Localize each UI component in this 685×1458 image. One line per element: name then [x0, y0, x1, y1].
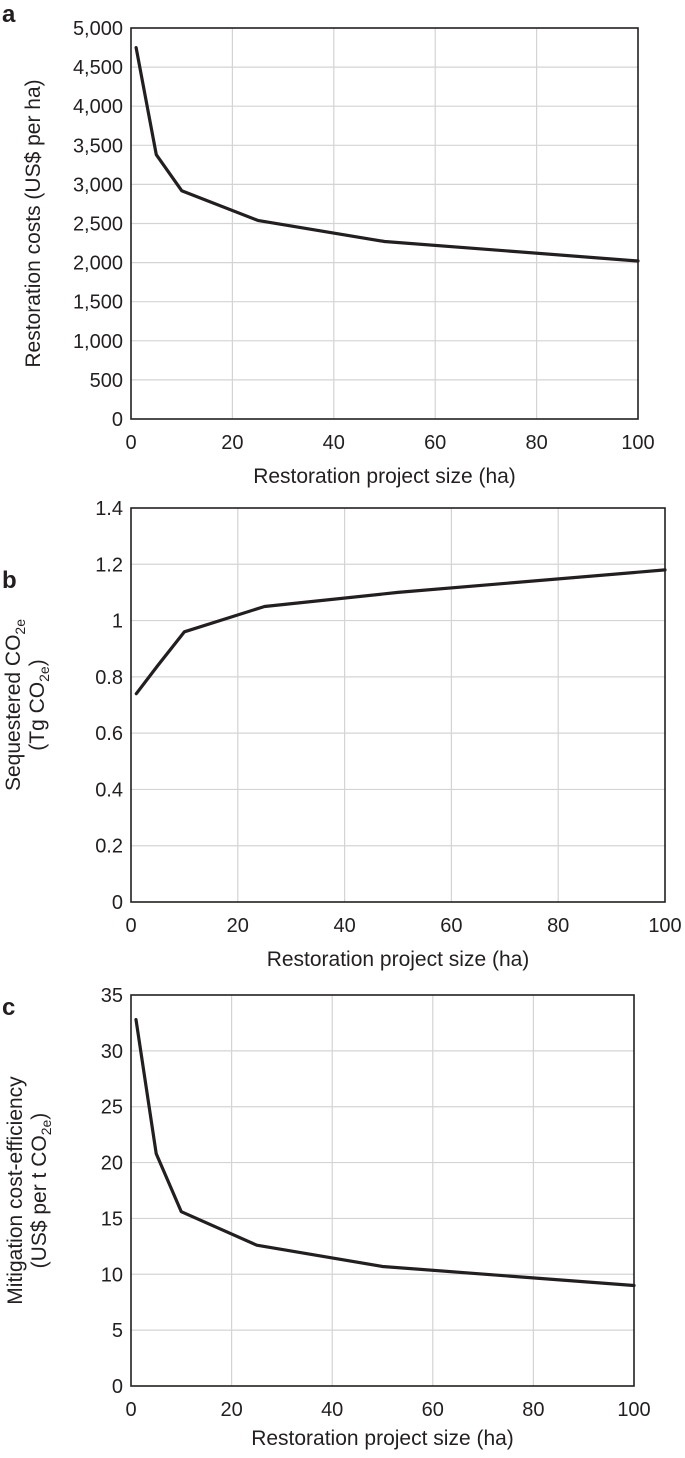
grid-b: [131, 508, 665, 902]
x-tick-label-a: 60: [424, 432, 446, 454]
y-tick-label-b: 0.4: [95, 779, 123, 801]
y-tick-label-a: 4,500: [73, 57, 123, 79]
chart-b-svg: b 0 0.2 0.4 0.6 0.8 1 1.2 1.4 0 20 40 60 80 100 Rest…: [2, 498, 682, 971]
plot-frame-c: [130, 994, 635, 1387]
y-tick-label-c: 15: [101, 1208, 123, 1230]
y-axis-label-c: Mitigation cost-efficiency (US$ per t CO2…: [4, 1076, 54, 1305]
y-axis-label-b: Sequestered CO2e(Tg CO2e): [2, 619, 52, 791]
y-tick-label-a: 3,000: [73, 174, 123, 196]
x-tick-labels-a: 0 20 40 60 80 100: [125, 432, 654, 454]
y-axis-label-a: Restoration costs (US$ per ha): [22, 79, 45, 367]
x-tick-label-b: 100: [648, 915, 681, 937]
x-axis-label-a: Restoration project size (ha): [253, 465, 516, 488]
y-tick-label-a: 2,000: [73, 253, 123, 275]
y-axis-label-line1-b: Sequestered CO2e: [2, 619, 28, 791]
y-axis-label-line1-c: Mitigation cost-efficiency: [4, 1076, 27, 1305]
plot-frame-a: [130, 27, 639, 420]
x-tick-label-c: 60: [422, 1399, 444, 1421]
x-tick-labels-b: 0 20 40 60 80 100: [125, 915, 681, 937]
x-tick-label-a: 20: [221, 432, 243, 454]
x-tick-label-a: 40: [323, 432, 345, 454]
panel-c: c 0 5 10 15 20 25 30 35 0 20 40 60 80 100 Restoratio…: [0, 975, 685, 1458]
y-tick-label-c: 20: [101, 1153, 123, 1175]
y-axis-label-line2-c: (US$ per t CO2e): [28, 1113, 54, 1269]
grid-a: [131, 28, 638, 419]
subscript-2e: 2e: [38, 1119, 54, 1135]
y-tick-label-b: 0: [112, 892, 123, 914]
x-tick-label-a: 0: [125, 432, 136, 454]
panel-letter-c: c: [2, 994, 15, 1021]
y-axis-label-line2-b: (Tg CO2e): [26, 659, 52, 750]
y-tick-label-a: 500: [90, 370, 123, 392]
y-tick-label-a: 1,000: [73, 331, 123, 353]
panel-b: b 0 0.2 0.4 0.6 0.8 1 1.2 1.4 0 20 40 60 80 100 Rest…: [0, 490, 685, 980]
x-tick-label-b: 60: [440, 915, 462, 937]
y-tick-labels-c: 0 5 10 15 20 25 30 35: [101, 985, 123, 1398]
series-a: [134, 46, 640, 263]
series-line-c: [134, 1018, 636, 1288]
y-tick-label-b: 0.6: [95, 723, 123, 745]
y-tick-labels-b: 0 0.2 0.4 0.6 0.8 1 1.2 1.4: [95, 498, 123, 914]
subscript-2e: 2e: [36, 666, 52, 682]
grid-c: [131, 995, 634, 1386]
x-tick-label-b: 20: [227, 915, 249, 937]
x-axis-label-b: Restoration project size (ha): [267, 948, 530, 971]
x-tick-label-c: 40: [321, 1399, 343, 1421]
y-tick-label-b: 1.4: [95, 498, 123, 520]
y-tick-label-a: 0: [112, 409, 123, 431]
x-tick-label-b: 40: [333, 915, 355, 937]
panel-a: a 0 500 1,000 1,500 2,000 2,500 3,000 3,500 4,00…: [0, 0, 685, 495]
x-tick-labels-c: 0 20 40 60 80 100: [125, 1399, 650, 1421]
x-tick-label-c: 100: [617, 1399, 650, 1421]
series-line-b: [134, 568, 667, 696]
x-tick-label-b: 0: [125, 915, 136, 937]
panel-letter-a: a: [2, 1, 16, 28]
panel-letter-b: b: [2, 567, 17, 594]
plot-frame-b: [130, 507, 666, 903]
series-b: [134, 568, 667, 696]
y-tick-label-a: 1,500: [73, 292, 123, 314]
y-tick-label-a: 4,000: [73, 96, 123, 118]
y-tick-label-b: 0.2: [95, 836, 123, 858]
subscript-2e: 2e: [12, 619, 28, 635]
chart-c-svg: c 0 5 10 15 20 25 30 35 0 20 40 60 80 100 Restoratio…: [2, 985, 651, 1450]
x-tick-label-c: 20: [220, 1399, 242, 1421]
x-tick-label-c: 80: [522, 1399, 544, 1421]
y-tick-label-c: 30: [101, 1041, 123, 1063]
y-axis-label-line-a: Restoration costs (US$ per ha): [22, 79, 45, 367]
y-tick-label-b: 0.8: [95, 667, 123, 689]
y-tick-label-a: 2,500: [73, 214, 123, 236]
y-tick-label-c: 25: [101, 1097, 123, 1119]
y-tick-label-c: 0: [112, 1376, 123, 1398]
chart-a-svg: a 0 500 1,000 1,500 2,000 2,500 3,000 3,500 4,00…: [2, 1, 655, 488]
x-tick-label-a: 80: [525, 432, 547, 454]
y-tick-label-b: 1.2: [95, 554, 123, 576]
y-tick-label-a: 5,000: [73, 18, 123, 40]
y-tick-label-c: 10: [101, 1264, 123, 1286]
y-tick-label-b: 1: [112, 611, 123, 633]
y-tick-label-c: 5: [112, 1320, 123, 1342]
y-tick-label-c: 35: [101, 985, 123, 1007]
x-axis-label-c: Restoration project size (ha): [251, 1427, 514, 1450]
y-tick-labels-a: 0 500 1,000 1,500 2,000 2,500 3,000 3,500 4,000 4…: [73, 18, 123, 431]
x-tick-label-a: 100: [621, 432, 654, 454]
series-c: [134, 1018, 636, 1288]
x-tick-label-c: 0: [125, 1399, 136, 1421]
x-tick-label-b: 80: [547, 915, 569, 937]
series-line-a: [134, 46, 640, 263]
y-tick-label-a: 3,500: [73, 135, 123, 157]
